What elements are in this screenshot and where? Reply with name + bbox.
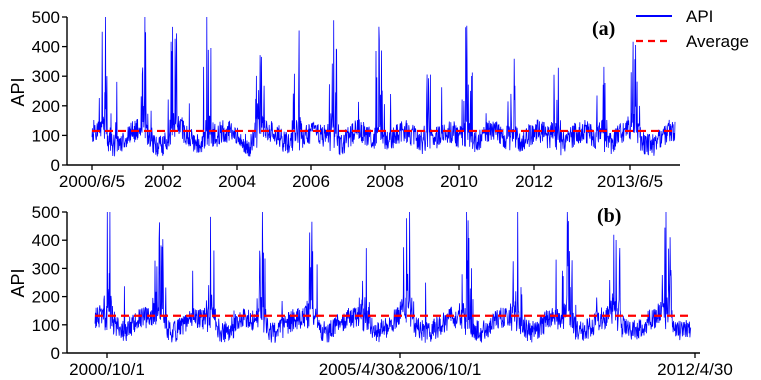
y-tick-label: 300 <box>32 259 60 278</box>
x-tick-label: 2002 <box>144 172 182 191</box>
y-tick-label: 200 <box>32 288 60 307</box>
y-tick-label: 100 <box>32 126 60 145</box>
x-tick-label: 2010 <box>440 172 478 191</box>
legend-average-label: Average <box>686 32 749 51</box>
x-tick-label: 2000/6/5 <box>59 172 125 191</box>
x-tick-label: 2013/6/5 <box>597 172 663 191</box>
panel-b-x-ticks: 2000/10/1 2005/4/30&2006/10/1 2012/4/30 <box>69 353 733 379</box>
panel-b-y-axis-label: API <box>8 268 28 297</box>
panel-b-plot-area <box>94 211 692 343</box>
x-tick-label: 2012 <box>515 172 553 191</box>
y-tick-label: 400 <box>32 38 60 57</box>
legend: API Average <box>636 7 749 51</box>
y-tick-label: 0 <box>51 156 60 175</box>
legend-api-label: API <box>686 7 713 26</box>
y-tick-label: 200 <box>32 97 60 116</box>
x-tick-label: 2004 <box>218 172 256 191</box>
panel-a-plot-area <box>91 16 676 157</box>
y-tick-label: 400 <box>32 231 60 250</box>
panel-b-y-ticks: 0 100 200 300 400 500 <box>32 203 67 363</box>
panel-a-label: (a) <box>592 18 615 40</box>
api-series-line-a <box>91 16 676 157</box>
y-tick-label: 0 <box>51 344 60 363</box>
x-tick-label: 2012/4/30 <box>657 360 733 379</box>
api-series-line-b <box>94 211 692 343</box>
x-tick-label: 2005/4/30&2006/10/1 <box>319 360 482 379</box>
panel-a-x-ticks: 2000/6/5 2002 2004 2006 2008 2010 2012 2013/6/5 <box>59 165 663 191</box>
x-tick-label: 2006 <box>292 172 330 191</box>
panel-b: API (b) 0 100 200 300 400 500 2000/10/1 2005/4… <box>8 203 733 379</box>
y-tick-label: 300 <box>32 67 60 86</box>
panel-a-y-axis-label: API <box>8 77 28 106</box>
panel-b-label: (b) <box>597 205 621 227</box>
y-tick-label: 500 <box>32 8 60 27</box>
panel-a-y-ticks: 0 100 200 300 400 500 <box>32 8 67 175</box>
y-tick-label: 500 <box>32 203 60 222</box>
x-tick-label: 2008 <box>366 172 404 191</box>
x-tick-label: 2000/10/1 <box>69 360 145 379</box>
y-tick-label: 100 <box>32 316 60 335</box>
